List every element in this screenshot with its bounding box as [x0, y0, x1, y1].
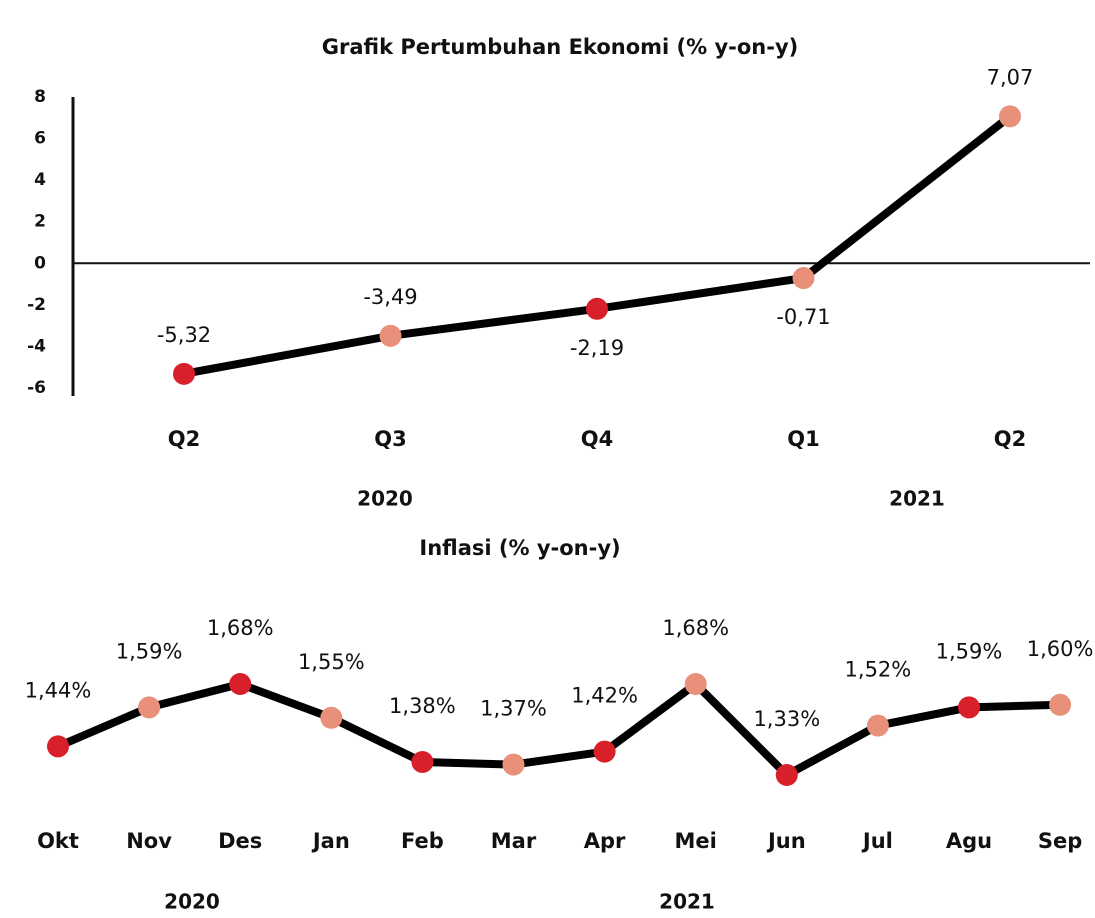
value-label: 1,68% — [207, 616, 274, 640]
x-tick-label: Jan — [311, 829, 350, 853]
chart-title: Grafik Pertumbuhan Ekonomi (% y-on-y) — [322, 35, 799, 59]
x-tick-label: Apr — [584, 829, 626, 853]
point — [775, 764, 798, 786]
point — [792, 267, 815, 290]
x-tick-label: Q2 — [168, 427, 200, 451]
point — [502, 753, 525, 776]
value-label: 1,38% — [389, 694, 456, 718]
x-tick-label: Agu — [946, 829, 992, 853]
y-tick-label: -6 — [27, 378, 46, 398]
x-tick-label: Q3 — [374, 427, 406, 451]
x-tick-label: Mar — [491, 829, 537, 853]
value-label: 1,52% — [845, 658, 912, 682]
point — [138, 696, 161, 719]
x-tick-label: Mei — [675, 829, 717, 853]
group-label: 2021 — [659, 890, 715, 914]
point — [379, 324, 402, 347]
y-tick-label: 2 — [34, 212, 46, 232]
group-label: 2021 — [889, 487, 945, 511]
value-label: 1,68% — [662, 616, 729, 640]
point — [958, 696, 980, 719]
value-label: 1,33% — [753, 707, 820, 731]
point — [593, 740, 616, 763]
chart-title: Inflasi (% y-on-y) — [419, 536, 620, 560]
value-label: 1,44% — [25, 678, 92, 702]
y-tick-label: -4 — [27, 336, 46, 356]
x-tick-label: Nov — [126, 829, 172, 853]
value-label: -5,32 — [157, 323, 211, 347]
point — [411, 751, 434, 773]
value-label: -2,19 — [570, 336, 624, 360]
point — [1049, 693, 1072, 716]
x-tick-label: Feb — [401, 829, 444, 853]
point — [586, 297, 608, 320]
value-label: -0,71 — [776, 305, 830, 329]
value-label: 1,55% — [298, 650, 365, 674]
group-label: 2020 — [357, 487, 413, 511]
line — [56, 680, 1061, 779]
point — [229, 673, 252, 695]
point — [47, 735, 69, 758]
group-label: 2020 — [164, 890, 220, 914]
x-tick-label: Okt — [37, 829, 79, 853]
x-tick-label: Sep — [1038, 829, 1082, 853]
y-tick-label: 0 — [34, 253, 46, 273]
y-tick-label: 4 — [34, 170, 46, 190]
point — [866, 714, 889, 737]
x-tick-label: Des — [218, 829, 262, 853]
x-tick-label: Q2 — [994, 427, 1026, 451]
value-label: 1,60% — [1027, 637, 1094, 661]
x-tick-label: Q4 — [581, 427, 613, 451]
point — [999, 105, 1021, 128]
value-label: 1,59% — [936, 639, 1003, 663]
x-tick-label: Jul — [861, 829, 893, 853]
x-tick-label: Q1 — [787, 427, 819, 451]
value-label: -3,49 — [363, 285, 417, 309]
point — [320, 706, 343, 729]
y-tick-label: 8 — [34, 87, 46, 107]
value-label: 1,59% — [116, 639, 183, 663]
value-label: 1,42% — [571, 684, 638, 708]
value-label: 1,37% — [480, 697, 547, 721]
value-label: 7,07 — [987, 65, 1034, 89]
y-tick-label: 6 — [34, 129, 46, 149]
y-tick-label: -2 — [27, 295, 46, 315]
point — [173, 362, 195, 385]
x-tick-label: Jun — [766, 829, 806, 853]
point — [684, 673, 707, 695]
